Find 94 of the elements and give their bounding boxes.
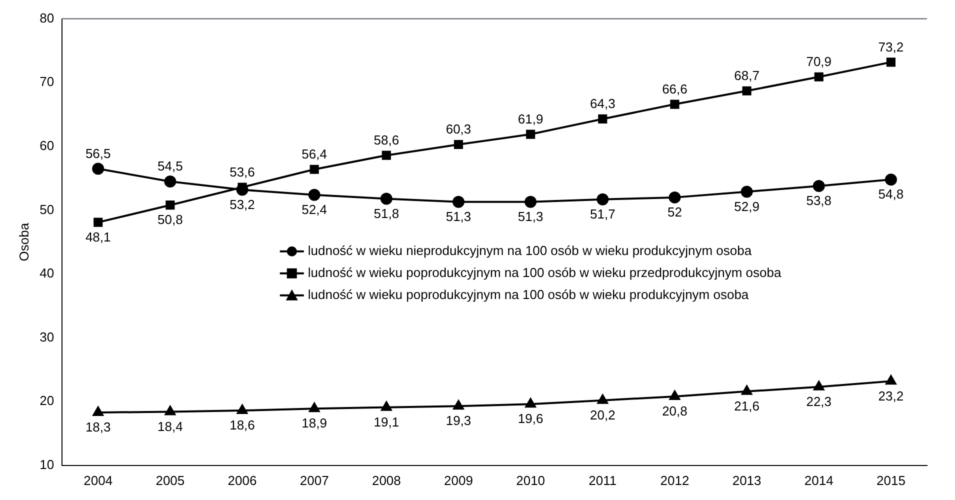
data-label: 61,9: [518, 111, 544, 126]
data-label: 18,3: [85, 420, 111, 435]
point: [884, 174, 897, 186]
y-tick-label: 10: [40, 456, 54, 472]
data-label: 50,8: [158, 212, 183, 228]
y-tick-label: 20: [40, 393, 54, 408]
point: [742, 86, 752, 96]
x-tick-label: 2009: [444, 472, 473, 488]
point: [526, 130, 536, 139]
x-tick-label: 2008: [372, 472, 401, 488]
data-label: 20,2: [590, 407, 616, 422]
data-label: 19,1: [374, 414, 400, 430]
x-tick-label: 2015: [876, 472, 906, 488]
point: [740, 186, 753, 198]
data-label: 20,8: [662, 404, 688, 419]
point: [236, 404, 248, 414]
data-label: 52,9: [734, 198, 760, 214]
point: [812, 180, 825, 192]
x-tick-label: 2013: [732, 472, 762, 488]
data-label: 53,2: [230, 196, 255, 212]
data-label: 53,6: [230, 164, 255, 180]
data-label: 51,3: [446, 208, 472, 224]
data-label: 52,4: [302, 202, 327, 217]
data-label: 54,8: [878, 186, 904, 202]
point: [453, 400, 464, 410]
data-label: 48,1: [85, 229, 111, 244]
data-label: 19,3: [446, 413, 472, 428]
data-label: 56,4: [302, 146, 327, 162]
x-tick-label: 2006: [228, 472, 257, 488]
x-tick-label: 2014: [804, 472, 834, 488]
point: [310, 164, 319, 174]
point: [524, 196, 537, 208]
point: [886, 58, 896, 67]
point: [525, 398, 536, 408]
y-tick-label: 60: [40, 138, 54, 153]
point: [814, 72, 824, 82]
point: [597, 394, 608, 404]
point: [309, 402, 320, 412]
data-label: 68,7: [734, 68, 760, 83]
data-label: 23,2: [878, 388, 904, 404]
data-label: 53,8: [806, 193, 832, 208]
data-label: 51,8: [374, 206, 400, 221]
y-tick-label: 50: [40, 202, 54, 217]
x-tick-label: 2007: [300, 472, 329, 488]
data-label: 18,6: [230, 418, 255, 433]
point: [92, 162, 104, 175]
data-label: 56,5: [85, 146, 111, 161]
y-tick-label: 40: [40, 266, 54, 281]
point: [669, 390, 680, 400]
x-tick-label: 2005: [156, 472, 185, 488]
point: [92, 406, 104, 416]
x-tick-label: 2010: [516, 472, 546, 488]
data-label: 60,3: [446, 122, 472, 137]
legend-label: ludność w wieku nieprodukcyjnym na 100 osób w wieku produkcyjnym osoba: [308, 242, 752, 258]
data-label: 73,2: [878, 39, 904, 54]
y-tick-label: 80: [40, 10, 54, 26]
data-label: 52: [667, 204, 682, 220]
data-label: 18,9: [302, 416, 327, 431]
data-label: 66,6: [662, 81, 688, 96]
x-tick-label: 2004: [84, 472, 113, 488]
data-label: 51,7: [590, 206, 616, 222]
legend-label: ludność w wieku poprodukcyjnym na 100 osób w wieku przedprodukcyjnym osoba: [308, 264, 782, 280]
x-tick-label: 2011: [588, 472, 617, 488]
data-label: 58,6: [374, 132, 400, 148]
data-label: 51,3: [518, 208, 544, 224]
point: [886, 375, 896, 385]
data-label: 19,6: [518, 411, 544, 426]
y-tick-label: 30: [40, 329, 54, 344]
point: [308, 188, 320, 201]
point: [598, 114, 608, 124]
data-label: 18,4: [158, 418, 183, 434]
data-label: 64,3: [590, 96, 616, 112]
point: [380, 192, 392, 205]
point: [454, 140, 464, 150]
x-tick-label: 2012: [660, 472, 690, 488]
y-tick-label: 70: [40, 74, 54, 90]
point: [164, 175, 176, 188]
point: [814, 380, 824, 390]
point: [670, 100, 680, 109]
data-label: 22,3: [806, 394, 832, 410]
point: [741, 385, 752, 395]
y-axis-title: Osoba: [16, 222, 32, 262]
legend-label: ludność w wieku poprodukcyjnym na 100 osób w wieku produkcyjnym osoba: [308, 286, 750, 302]
point: [381, 401, 392, 411]
point: [382, 150, 391, 160]
point: [596, 193, 609, 206]
point: [668, 191, 681, 204]
data-label: 70,9: [806, 54, 832, 69]
point: [166, 200, 175, 210]
point: [164, 406, 176, 416]
data-label: 54,5: [158, 158, 183, 174]
point: [94, 218, 103, 227]
point: [452, 196, 464, 208]
data-label: 21,6: [734, 398, 760, 414]
